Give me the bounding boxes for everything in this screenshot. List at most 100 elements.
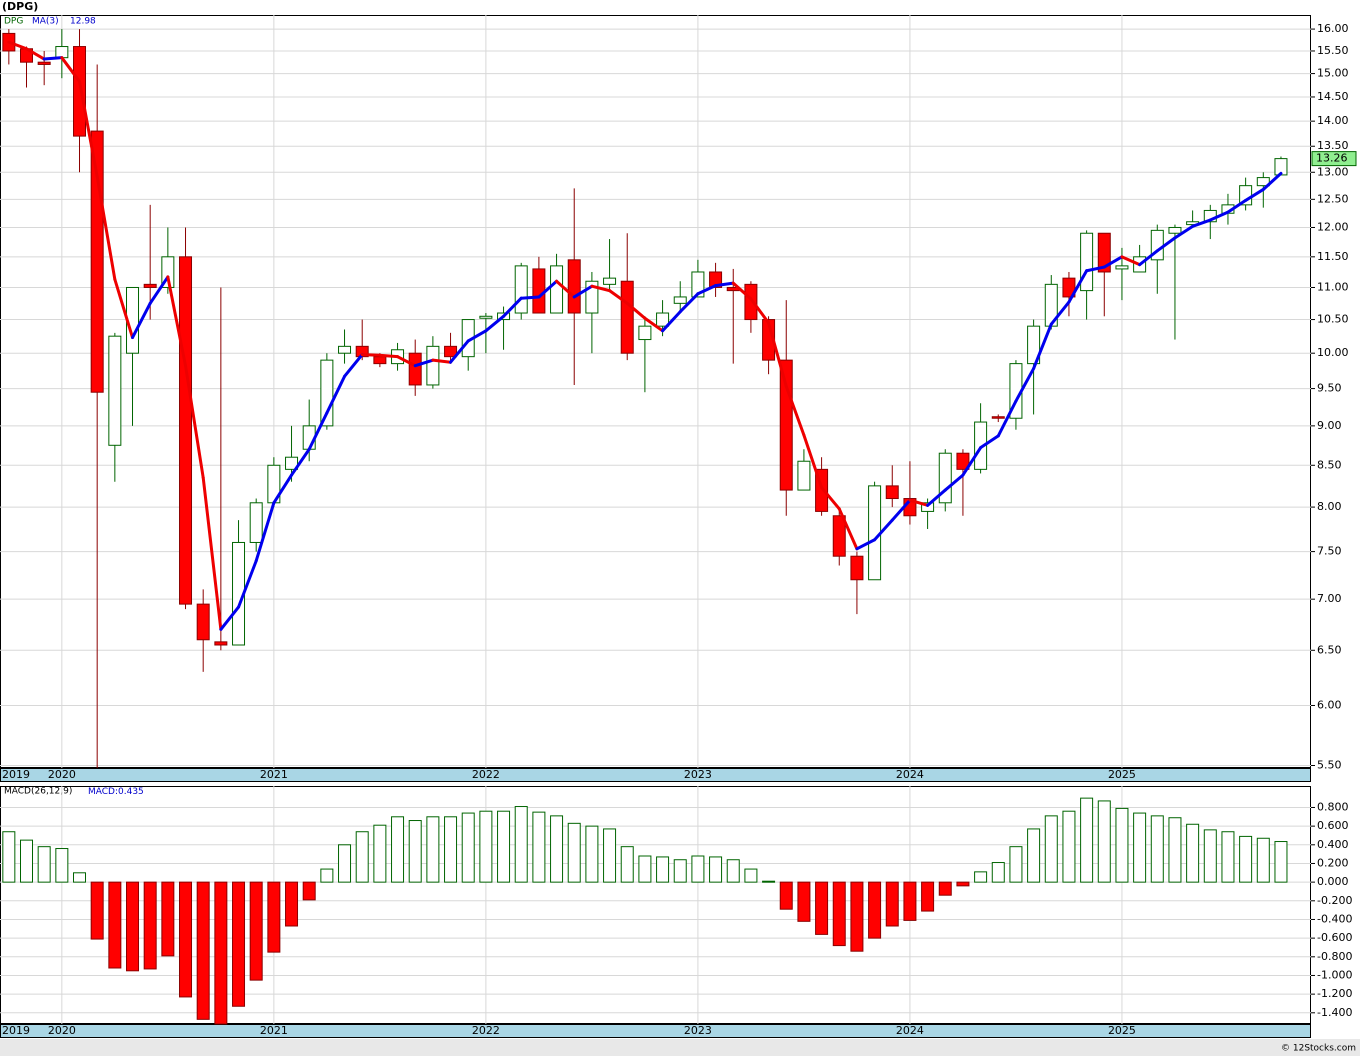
macd-bar	[408, 820, 422, 883]
y-tick-label: 16.00	[1317, 22, 1349, 35]
macd-bar	[603, 828, 617, 883]
y-tick-label: 12.50	[1317, 192, 1349, 205]
candle-body	[1062, 277, 1076, 298]
y-tick-label: 11.00	[1317, 280, 1349, 293]
ma-line	[413, 358, 435, 368]
y-tick-label: 15.50	[1317, 44, 1349, 57]
candle-body	[249, 502, 263, 543]
candle-body	[37, 61, 51, 65]
legend-macd: MACD(26,12,9)	[4, 787, 72, 797]
ma-line	[307, 411, 329, 451]
candle-body	[338, 345, 352, 354]
macd-bar	[550, 815, 564, 883]
macd-bar	[249, 881, 263, 981]
macd-bar	[1274, 841, 1288, 883]
candle-body	[179, 256, 193, 605]
legend-ma: MA(3)	[32, 17, 59, 27]
candle-body	[143, 283, 157, 288]
ma-line	[926, 488, 947, 507]
macd-bar	[744, 868, 758, 883]
macd-bar	[938, 881, 952, 896]
candle-body	[938, 452, 952, 504]
x-tick-label: 2020	[48, 1024, 76, 1037]
chart-title: (DPG)	[2, 0, 38, 13]
x-tick-label: 2023	[684, 768, 712, 781]
ma-line	[643, 316, 665, 333]
ma-line	[678, 292, 700, 314]
ma-line	[449, 339, 470, 364]
ma-line	[961, 446, 983, 477]
y-tick-label: 6.00	[1317, 698, 1342, 711]
footer: © 12Stocks.com	[1281, 1044, 1356, 1054]
legend-ma-value: 12.98	[70, 17, 96, 27]
ma-line	[201, 476, 223, 631]
macd-panel	[0, 786, 1311, 1024]
legend-macd-value: MACD:0.435	[88, 787, 144, 797]
candle-body	[797, 460, 811, 491]
macd-bar	[426, 816, 440, 883]
macd-bar	[656, 856, 670, 883]
ma-line	[555, 279, 576, 299]
ma-line	[1226, 198, 1248, 214]
price-panel	[0, 15, 1311, 768]
candle-body	[620, 280, 634, 354]
ma-line	[1155, 236, 1177, 253]
y-tick-label: 8.00	[1317, 500, 1342, 513]
candle-body	[779, 359, 793, 491]
y-tick-label: 6.50	[1317, 643, 1342, 656]
candle-body	[850, 555, 864, 581]
candle-body	[285, 456, 299, 470]
y-tick-label: 0.800	[1317, 800, 1349, 813]
y-tick-label: -0.400	[1317, 912, 1352, 925]
ma-line	[254, 501, 276, 563]
x-axis-band	[0, 1024, 1311, 1038]
ma-line	[78, 79, 99, 179]
candle-body	[691, 271, 705, 298]
macd-bar	[479, 810, 493, 883]
macd-bar	[567, 822, 581, 883]
macd-bar	[20, 839, 34, 883]
ma-line	[625, 301, 647, 320]
candle-body	[656, 312, 670, 327]
legend-symbol: DPG	[4, 17, 23, 27]
candle-body	[638, 325, 652, 341]
candle-body	[426, 345, 440, 386]
y-tick-label: 13.50	[1317, 139, 1349, 152]
candle-body	[408, 352, 422, 386]
ma-line	[272, 473, 294, 505]
y-tick-label: 10.00	[1317, 346, 1349, 359]
ma-line	[537, 279, 559, 299]
macd-bar	[1168, 817, 1182, 883]
ma-line	[60, 56, 82, 83]
macd-bar	[832, 881, 846, 947]
y-tick-label: 9.00	[1317, 419, 1342, 432]
macd-bar	[1044, 815, 1058, 883]
candle-body	[444, 345, 458, 358]
ma-line	[996, 399, 1018, 438]
ma-line	[1261, 171, 1283, 191]
macd-bar	[1150, 815, 1164, 883]
y-tick-label: 14.00	[1317, 114, 1349, 127]
y-tick-label: -0.800	[1317, 950, 1352, 963]
ma-line	[131, 301, 152, 340]
candle-body	[885, 485, 899, 500]
candle-body	[1027, 325, 1041, 365]
macd-bar	[373, 824, 387, 883]
candle-body	[603, 277, 617, 285]
candle-body	[196, 603, 210, 641]
candle-body	[532, 268, 546, 314]
macd-bar	[673, 859, 687, 883]
macd-bar	[267, 881, 281, 953]
ma-line	[1138, 249, 1159, 267]
macd-bar	[709, 856, 723, 883]
y-tick-label: 7.00	[1317, 592, 1342, 605]
candle-body	[108, 335, 122, 446]
x-tick-label: 2019	[2, 1024, 30, 1037]
y-tick-label: 0.600	[1317, 819, 1349, 832]
macd-bar	[161, 881, 175, 957]
y-tick-label: -0.600	[1317, 931, 1352, 944]
candle-body	[1168, 226, 1182, 234]
macd-bar	[73, 872, 87, 883]
ma-line	[731, 281, 753, 301]
